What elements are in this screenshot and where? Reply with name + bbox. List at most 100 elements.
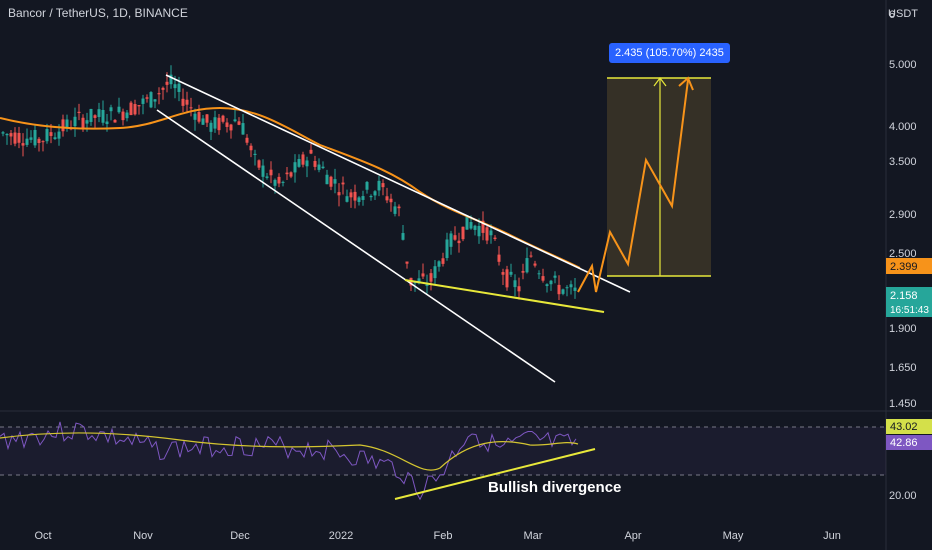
rsi-band-fill — [0, 427, 886, 475]
currency-label: USDT — [888, 8, 918, 20]
candle-body — [105, 121, 109, 125]
candle-body — [429, 273, 433, 282]
candle-body — [325, 174, 329, 185]
candle-body — [45, 128, 49, 142]
candle-body — [221, 115, 225, 122]
candle-body — [249, 145, 253, 151]
moving-average-line — [0, 106, 581, 269]
candle-body — [61, 119, 65, 132]
candle-body — [181, 98, 185, 106]
candle-body — [569, 284, 573, 288]
price-tick-label: 1.650 — [889, 362, 917, 374]
candle-body — [93, 115, 97, 118]
time-tick-label: Dec — [230, 530, 250, 542]
rsi-upper-text: 43.02 — [890, 421, 918, 433]
candle-body — [145, 97, 149, 99]
candle-body — [485, 227, 489, 241]
bullish-divergence-label: Bullish divergence — [488, 479, 622, 496]
candle-body — [337, 192, 341, 196]
candle-body — [493, 237, 497, 240]
candle-body — [229, 124, 233, 131]
candle-body — [405, 261, 409, 264]
candle-body — [301, 154, 305, 165]
current-price-text: 2.399 — [890, 261, 918, 273]
candle-body — [9, 133, 13, 137]
candle-body — [473, 225, 477, 230]
time-tick-label: Apr — [624, 530, 641, 542]
candle-body — [565, 287, 569, 289]
rsi-lower-text: 42.86 — [890, 437, 918, 449]
price-tick-label: 2.900 — [889, 209, 917, 221]
candle-body — [205, 114, 209, 123]
time-tick-label: Oct — [34, 530, 51, 542]
divergence-line — [394, 448, 596, 500]
candle-body — [309, 149, 313, 154]
time-tick-label: Mar — [524, 530, 543, 542]
candle-body — [533, 263, 537, 266]
candle-body — [197, 112, 201, 122]
candle-body — [129, 102, 133, 116]
candle-body — [217, 117, 221, 131]
candle-body — [165, 81, 169, 85]
candle-body — [341, 182, 345, 185]
price-tick-label: 1.450 — [889, 398, 917, 410]
candle-body — [457, 240, 461, 244]
candle-body — [161, 87, 165, 90]
candle-body — [297, 159, 301, 167]
candle-body — [213, 117, 217, 129]
price-tick-label: 4.000 — [889, 121, 917, 133]
candle-body — [277, 176, 281, 184]
candle-body — [321, 166, 325, 169]
candle-body — [85, 120, 89, 124]
candle-body — [349, 192, 353, 198]
candle-body — [449, 233, 453, 247]
candle-body — [489, 230, 493, 236]
candle-body — [241, 123, 245, 135]
candle-body — [265, 176, 269, 178]
candle-body — [333, 179, 337, 184]
candle-body — [317, 164, 321, 170]
candle-body — [425, 284, 429, 286]
candle-body — [497, 254, 501, 262]
candle-body — [269, 169, 273, 176]
candle-body — [245, 137, 249, 143]
candle-body — [553, 275, 557, 278]
candle-body — [549, 280, 553, 285]
candle-body — [273, 179, 277, 186]
candle-body — [353, 191, 357, 201]
candle-body — [305, 160, 309, 167]
candle-body — [461, 226, 465, 240]
candle-body — [33, 129, 37, 146]
candle-body — [209, 122, 213, 132]
candle-body — [401, 233, 405, 240]
candle-body — [433, 266, 437, 279]
projection-path — [577, 79, 689, 293]
candle-body — [29, 137, 33, 140]
target-arrowhead — [653, 77, 667, 87]
candle-body — [557, 284, 561, 295]
candle-body — [509, 271, 513, 275]
candle-body — [5, 133, 9, 136]
candle-body — [169, 74, 173, 85]
price-tick-label: 1.900 — [889, 323, 917, 335]
candle-body — [153, 99, 157, 102]
candle-body — [441, 258, 445, 264]
candle-body — [293, 162, 297, 173]
price-tick-label: 5.000 — [889, 59, 917, 71]
candle-body — [1, 132, 5, 134]
candle-body — [285, 172, 289, 175]
time-tick-label: 2022 — [329, 530, 353, 542]
support-line — [404, 279, 605, 313]
candle-body — [525, 258, 529, 273]
rsi-upper-tag — [886, 419, 932, 434]
candle-body — [117, 106, 121, 113]
candle-body — [173, 84, 177, 89]
candle-body — [397, 206, 401, 209]
candle-body — [329, 176, 333, 187]
channel-lower-line — [156, 109, 556, 383]
candle-body — [537, 273, 541, 275]
price-tick-label: 3.500 — [889, 156, 917, 168]
candle-body — [41, 141, 45, 143]
projection-arrowhead — [678, 76, 694, 91]
